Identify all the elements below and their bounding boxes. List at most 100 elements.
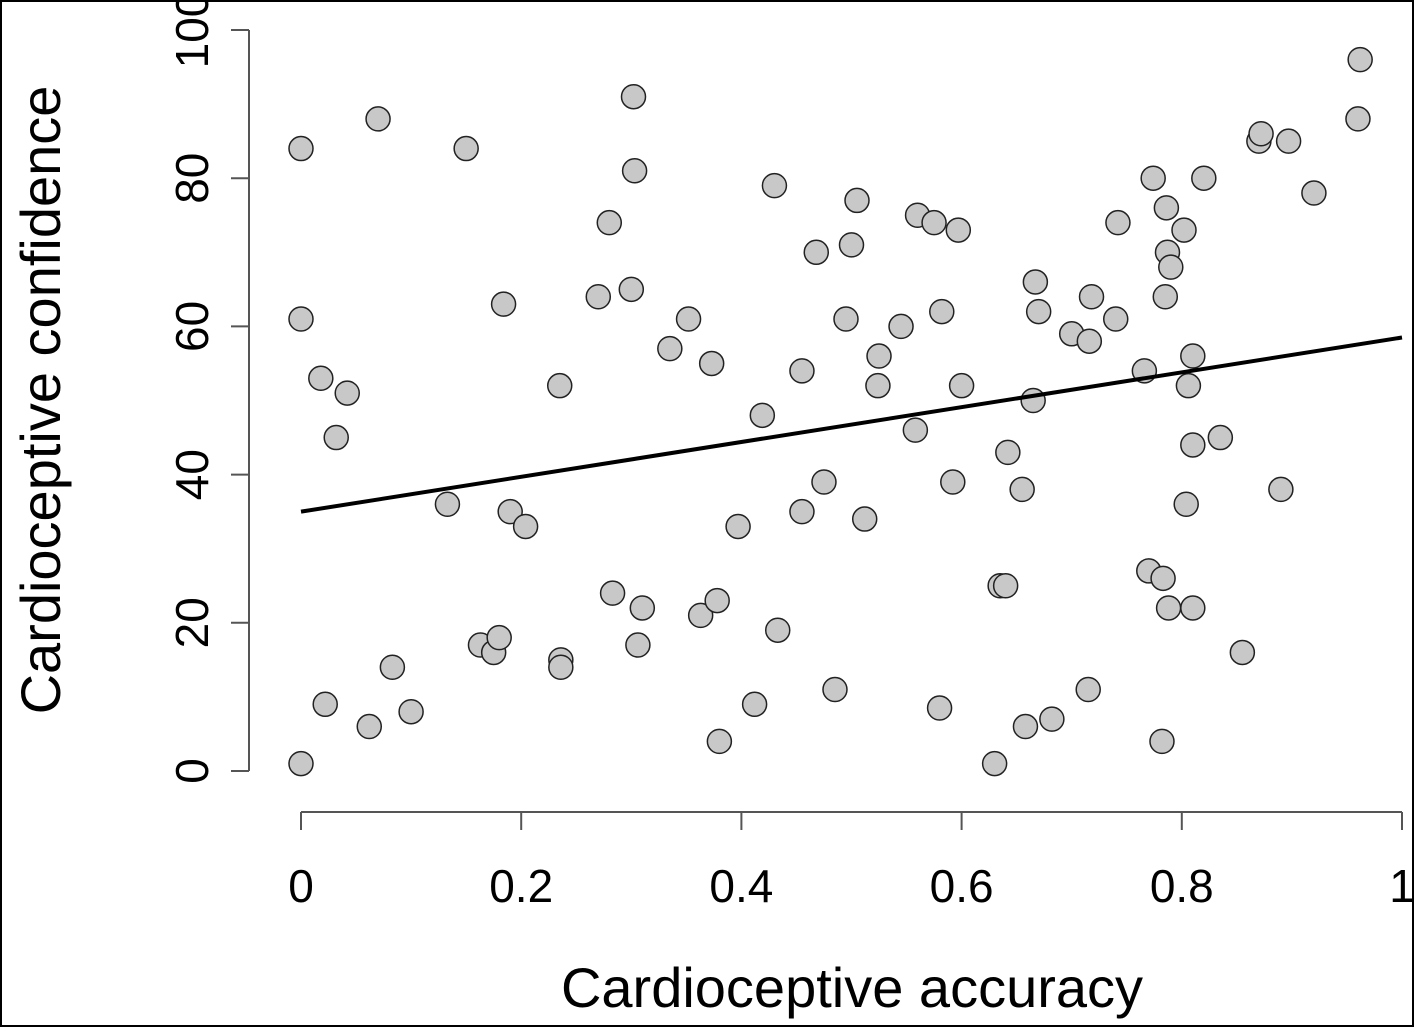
data-point [490, 291, 517, 317]
tick-labels: 0 20 40 60 80 100 0 0.2 0.4 0.6 0.8 1 [166, 2, 1414, 912]
data-point [1180, 432, 1206, 458]
y-tick-label: 20 [166, 597, 218, 648]
data-point [833, 306, 859, 332]
data-point [618, 276, 645, 303]
data-point [1140, 165, 1166, 191]
data-point [1022, 269, 1049, 295]
data-point [288, 306, 314, 332]
data-point [1191, 165, 1217, 191]
y-tick-label: 100 [166, 2, 218, 68]
data-point [811, 469, 837, 495]
data-point [764, 617, 791, 643]
data-point [1039, 706, 1065, 732]
x-tick-label: 0.4 [709, 860, 773, 912]
x-tick-label: 0.6 [930, 860, 994, 912]
data-point [1009, 476, 1035, 503]
data-point [851, 506, 878, 532]
data-point [620, 83, 647, 110]
data-point [486, 624, 512, 651]
data-point [844, 187, 870, 214]
data-point [657, 335, 683, 362]
data-points [288, 46, 1373, 777]
x-tick-label: 0.2 [489, 860, 553, 912]
data-point [789, 358, 815, 384]
data-point [1229, 639, 1256, 666]
data-point [1075, 676, 1101, 703]
regression-line [300, 335, 1403, 514]
data-point [546, 372, 573, 399]
data-point [1102, 306, 1129, 332]
x-axis-title: Cardioceptive accuracy [561, 956, 1143, 1019]
data-point [749, 402, 776, 429]
data-point [945, 217, 972, 243]
data-point [1175, 372, 1202, 399]
data-point [453, 135, 479, 162]
data-point [1025, 298, 1052, 325]
data-point [926, 695, 953, 721]
data-point [497, 498, 523, 525]
data-point [675, 306, 702, 332]
data-point [1347, 46, 1373, 73]
data-point [379, 654, 406, 681]
data-point [512, 513, 539, 540]
axes [231, 29, 1403, 830]
data-point [995, 439, 1021, 466]
data-point [803, 239, 830, 266]
data-point [1149, 728, 1175, 755]
data-point [621, 158, 648, 184]
data-point [365, 106, 391, 132]
data-point [1207, 424, 1234, 451]
regression-line-group [300, 335, 1403, 514]
data-point [1158, 254, 1184, 280]
data-point [940, 469, 966, 495]
data-point [288, 135, 314, 162]
data-point [706, 728, 733, 755]
data-point [704, 587, 730, 614]
data-point [323, 424, 349, 451]
x-tick-label: 0 [288, 860, 314, 912]
data-point [1078, 284, 1105, 310]
data-point [1268, 476, 1294, 503]
y-tick-label: 40 [166, 449, 218, 500]
data-point [1171, 217, 1197, 243]
data-point [741, 691, 768, 718]
data-point [929, 298, 955, 325]
data-point [981, 750, 1008, 777]
data-point [1012, 713, 1039, 740]
data-point [948, 372, 975, 399]
data-point [1150, 565, 1176, 592]
y-tick-label: 60 [166, 301, 218, 352]
data-point [1155, 595, 1182, 621]
data-point [308, 365, 334, 392]
data-point [725, 513, 751, 540]
data-point [599, 580, 626, 606]
data-point [888, 313, 914, 340]
data-point [398, 698, 424, 725]
y-tick-label: 0 [166, 758, 218, 784]
data-point [1248, 120, 1274, 147]
data-point [822, 676, 848, 703]
data-point [921, 209, 947, 236]
data-point [1301, 180, 1327, 206]
data-point [548, 654, 574, 681]
data-point [1076, 328, 1103, 354]
data-point [865, 372, 891, 399]
data-point [312, 691, 338, 718]
data-point [687, 602, 714, 629]
data-point [1152, 284, 1179, 310]
x-tick-label: 1 [1389, 860, 1414, 912]
data-point [1020, 387, 1046, 414]
y-axis-title: Cardioceptive confidence [9, 86, 72, 715]
data-point [288, 750, 314, 777]
data-point [761, 172, 788, 199]
data-point [838, 232, 865, 258]
data-point [902, 417, 929, 443]
x-tick-label: 0.8 [1150, 860, 1214, 912]
data-point [1180, 595, 1206, 621]
data-point [1180, 343, 1206, 369]
data-point [698, 350, 725, 377]
data-point [596, 209, 623, 236]
data-point [1105, 209, 1131, 236]
